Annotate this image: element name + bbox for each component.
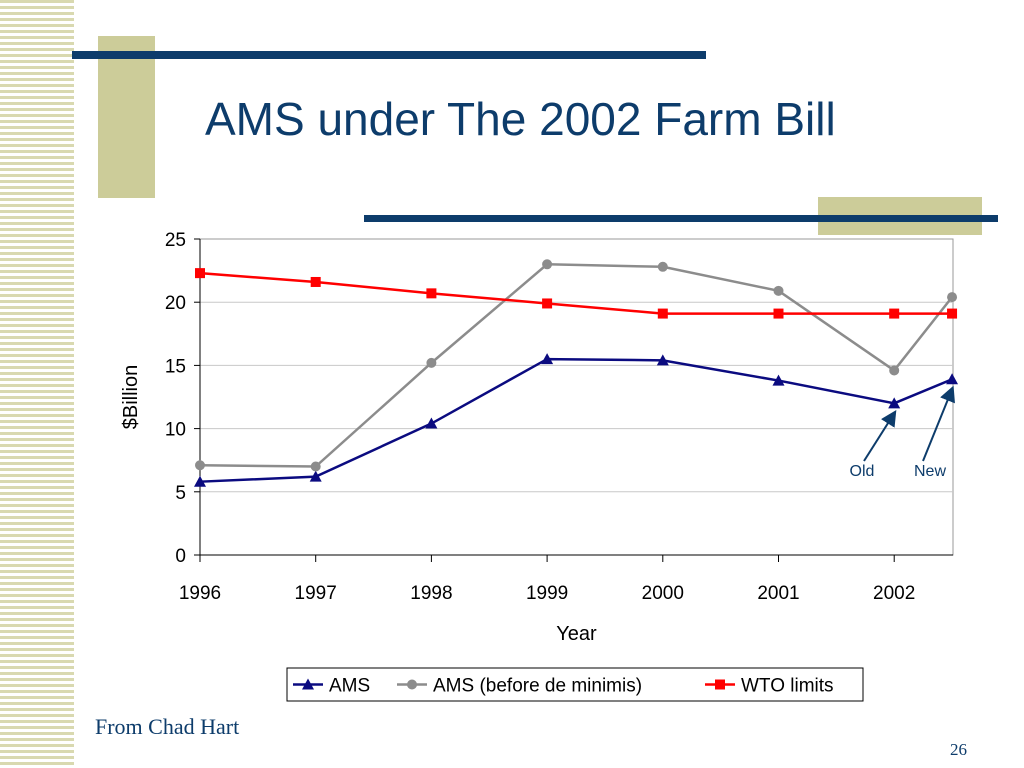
y-axis-label: $Billion	[120, 365, 142, 429]
data-point	[194, 475, 206, 487]
data-point	[947, 292, 958, 303]
decorative-bar-mid	[364, 215, 998, 222]
x-axis-label: Year	[556, 623, 597, 645]
y-tick-label: 5	[175, 483, 186, 504]
legend-label: AMS (before de minimis)	[433, 676, 642, 697]
legend-label: WTO limits	[741, 676, 834, 697]
data-point	[425, 417, 438, 429]
data-point	[309, 470, 322, 482]
decorative-block-left	[98, 36, 155, 198]
source-credit: From Chad Hart	[95, 714, 240, 739]
y-tick-label: 10	[165, 420, 186, 441]
data-point	[426, 288, 437, 299]
data-point	[656, 354, 669, 366]
annotation-arrow	[863, 409, 897, 462]
y-tick-label: 25	[165, 230, 186, 251]
data-point	[542, 259, 553, 270]
x-tick-label: 2000	[642, 583, 684, 604]
y-tick-label: 0	[175, 546, 186, 567]
x-tick-label: 1999	[526, 583, 568, 604]
annotation-label: Old	[850, 463, 875, 480]
data-point	[889, 365, 900, 376]
data-point	[889, 308, 900, 319]
legend-marker	[715, 679, 725, 690]
data-point	[426, 357, 437, 368]
data-point	[657, 308, 668, 319]
page-number: 26	[950, 740, 967, 759]
data-point	[773, 285, 784, 296]
annotation-arrow	[922, 385, 955, 462]
data-point	[946, 373, 959, 385]
data-point	[542, 298, 553, 309]
x-tick-label: 2002	[873, 583, 915, 604]
decorative-stripe	[0, 0, 74, 768]
data-point	[310, 461, 321, 472]
plot-area	[199, 238, 954, 556]
data-point	[947, 308, 958, 319]
y-tick-label: 15	[165, 356, 186, 377]
data-point	[541, 353, 554, 365]
y-tick-label: 20	[165, 293, 186, 314]
series-line	[199, 263, 954, 468]
legend-box	[286, 667, 864, 702]
legend-marker	[407, 679, 417, 690]
decorative-bar-top	[72, 51, 706, 59]
slide-title: AMS under The 2002 Farm Bill	[205, 93, 836, 145]
data-point	[772, 374, 785, 386]
x-tick-label: 1997	[295, 583, 337, 604]
legend-marker	[302, 678, 314, 690]
data-point	[888, 397, 901, 409]
data-point	[773, 308, 784, 319]
data-point	[310, 276, 321, 287]
x-tick-label: 2001	[757, 583, 799, 604]
series-line	[199, 357, 953, 483]
series-line	[199, 271, 953, 315]
legend-label: AMS	[329, 676, 370, 697]
annotation-label: New	[914, 463, 946, 480]
data-point	[195, 268, 205, 279]
data-point	[195, 460, 205, 471]
x-tick-label: 1998	[410, 583, 452, 604]
data-point	[657, 261, 668, 272]
x-tick-label: 1996	[179, 583, 221, 604]
